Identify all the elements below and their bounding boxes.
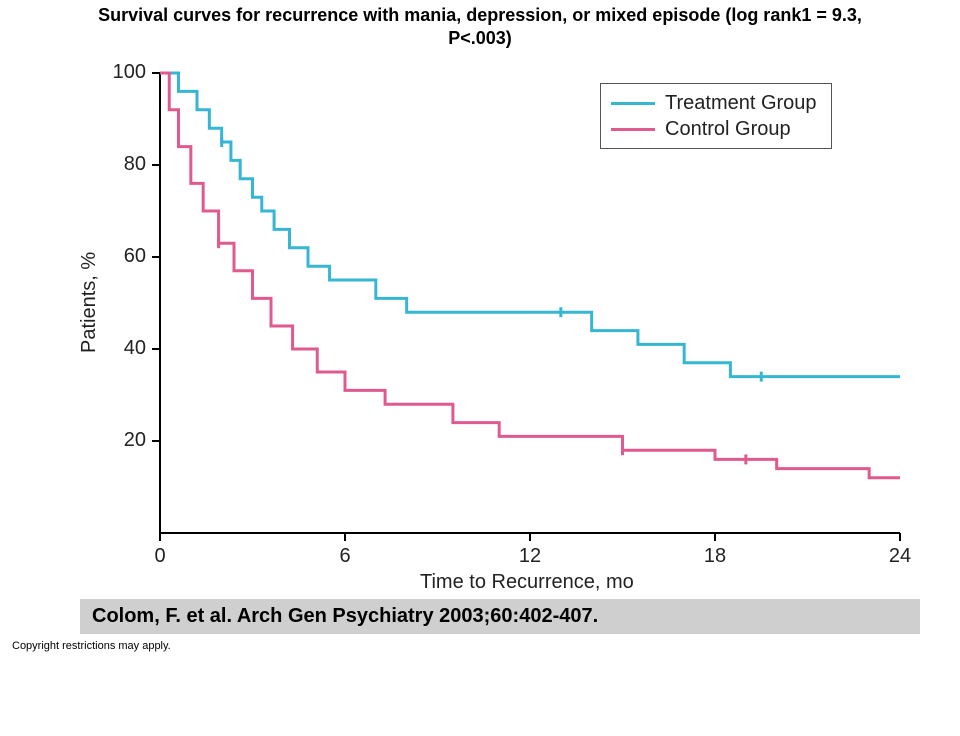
citation-text: Colom, F. et al. Arch Gen Psychiatry 200… xyxy=(92,605,598,627)
y-tick-label: 40 xyxy=(96,337,146,360)
survival-chart: 20 40 60 80 100 0 6 12 18 24 Patients, % Time to Re… xyxy=(40,53,920,593)
x-tick-label: 18 xyxy=(700,545,730,568)
x-tick-label: 0 xyxy=(145,545,175,568)
title-line-1: Survival curves for recurrence with mani… xyxy=(98,5,862,25)
copyright-text: Copyright restrictions may apply. xyxy=(12,640,171,652)
y-tick-label: 100 xyxy=(96,61,146,84)
x-tick-label: 6 xyxy=(330,545,360,568)
legend-label: Treatment Group xyxy=(665,90,817,116)
citation-bar: Colom, F. et al. Arch Gen Psychiatry 200… xyxy=(80,599,920,634)
legend-label: Control Group xyxy=(665,116,791,142)
legend-item: Treatment Group xyxy=(611,90,817,116)
legend-swatch xyxy=(611,128,655,131)
title-line-2: P<.003) xyxy=(448,28,512,48)
legend-item: Control Group xyxy=(611,116,817,142)
y-tick-label: 20 xyxy=(96,429,146,452)
legend: Treatment GroupControl Group xyxy=(600,83,832,149)
copyright-notice: Copyright restrictions may apply. xyxy=(0,634,960,652)
y-tick-label: 80 xyxy=(96,153,146,176)
y-axis-label: Patients, % xyxy=(78,252,101,353)
x-tick-label: 24 xyxy=(885,545,915,568)
y-tick-label: 60 xyxy=(96,245,146,268)
legend-swatch xyxy=(611,102,655,105)
x-tick-label: 12 xyxy=(515,545,545,568)
chart-title: Survival curves for recurrence with mani… xyxy=(0,0,960,49)
x-axis-label: Time to Recurrence, mo xyxy=(420,571,634,594)
